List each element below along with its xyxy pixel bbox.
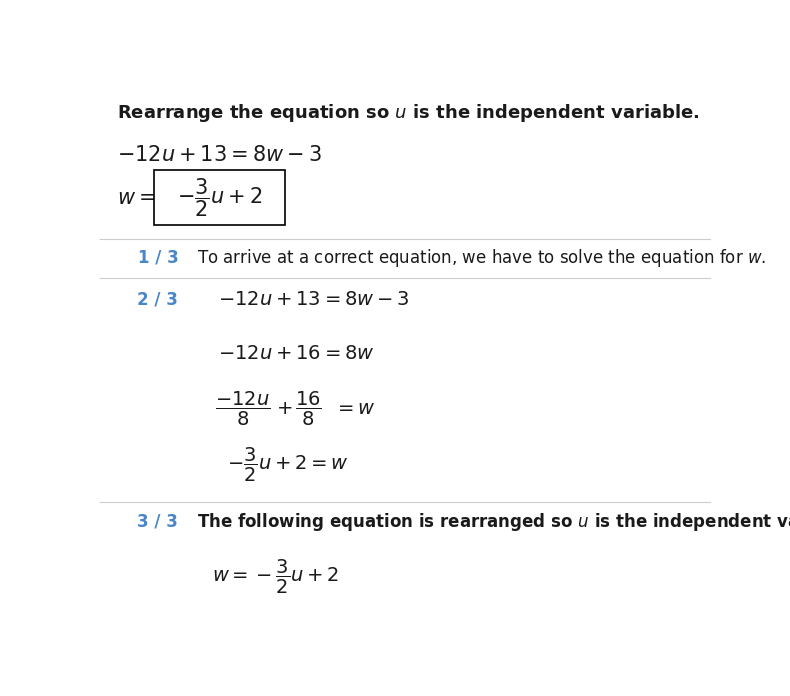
Text: $-12u + 13 = 8w - 3$: $-12u + 13 = 8w - 3$ <box>218 290 409 309</box>
Text: $w =$: $w =$ <box>117 188 156 207</box>
Text: To arrive at a correct equation, we have to solve the equation for $w$.: To arrive at a correct equation, we have… <box>197 246 766 269</box>
Text: 1 / 3: 1 / 3 <box>137 248 179 267</box>
Text: $-\dfrac{3}{2}u + 2 = w$: $-\dfrac{3}{2}u + 2 = w$ <box>228 445 349 484</box>
Text: The following equation is rearranged so $u$ is the independent variable:: The following equation is rearranged so … <box>197 511 790 533</box>
Text: $+$: $+$ <box>276 400 292 418</box>
Text: Rearrange the equation so $u$ is the independent variable.: Rearrange the equation so $u$ is the ind… <box>117 102 700 124</box>
Text: $-12u + 13 = 8w - 3$: $-12u + 13 = 8w - 3$ <box>117 145 322 165</box>
Text: 3 / 3: 3 / 3 <box>137 513 179 531</box>
Text: $w = -\dfrac{3}{2}u + 2$: $w = -\dfrac{3}{2}u + 2$ <box>212 557 340 596</box>
Text: $-12u + 16 = 8w$: $-12u + 16 = 8w$ <box>218 344 374 363</box>
Text: $\dfrac{-12u}{8}$: $\dfrac{-12u}{8}$ <box>215 390 271 428</box>
Text: $-\dfrac{3}{2}u + 2$: $-\dfrac{3}{2}u + 2$ <box>177 176 262 219</box>
Text: $= w$: $= w$ <box>334 400 376 418</box>
FancyBboxPatch shape <box>154 171 285 225</box>
Text: $\dfrac{16}{8}$: $\dfrac{16}{8}$ <box>295 390 322 428</box>
Text: 2 / 3: 2 / 3 <box>137 290 179 308</box>
